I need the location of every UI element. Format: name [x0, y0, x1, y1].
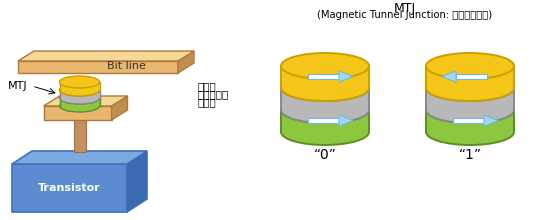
- Polygon shape: [127, 151, 147, 212]
- Polygon shape: [308, 118, 339, 123]
- Polygon shape: [426, 110, 514, 132]
- Ellipse shape: [281, 75, 369, 101]
- Polygon shape: [73, 120, 85, 152]
- Polygon shape: [281, 88, 369, 110]
- Ellipse shape: [426, 75, 514, 101]
- Polygon shape: [18, 51, 194, 61]
- Ellipse shape: [426, 119, 514, 145]
- Polygon shape: [456, 74, 487, 79]
- Ellipse shape: [59, 84, 99, 96]
- Text: “1”: “1”: [458, 148, 482, 162]
- Polygon shape: [12, 164, 127, 212]
- Polygon shape: [484, 115, 498, 126]
- Polygon shape: [111, 96, 127, 120]
- Ellipse shape: [59, 92, 99, 104]
- Ellipse shape: [426, 97, 514, 123]
- Polygon shape: [339, 115, 353, 126]
- Text: Bit line: Bit line: [107, 61, 146, 71]
- Polygon shape: [453, 118, 484, 123]
- Polygon shape: [59, 82, 99, 90]
- Polygon shape: [44, 96, 127, 106]
- Ellipse shape: [281, 97, 369, 123]
- Polygon shape: [59, 90, 99, 98]
- Text: (Magnetic Tunnel Junction: 자기터널접합): (Magnetic Tunnel Junction: 자기터널접합): [318, 10, 492, 20]
- Ellipse shape: [59, 100, 99, 112]
- Polygon shape: [281, 66, 369, 88]
- Polygon shape: [59, 98, 99, 106]
- Text: MTJ: MTJ: [394, 2, 416, 15]
- Polygon shape: [44, 106, 111, 120]
- Ellipse shape: [426, 75, 514, 101]
- Polygon shape: [178, 51, 194, 73]
- Polygon shape: [18, 61, 178, 73]
- Text: 기록층: 기록층: [198, 81, 217, 91]
- Polygon shape: [442, 71, 456, 82]
- Polygon shape: [339, 71, 353, 82]
- Text: Transistor: Transistor: [38, 183, 101, 193]
- Ellipse shape: [59, 76, 99, 88]
- Ellipse shape: [59, 84, 99, 96]
- Polygon shape: [308, 74, 339, 79]
- Text: 고정층: 고정층: [198, 97, 217, 107]
- Ellipse shape: [281, 53, 369, 79]
- Ellipse shape: [281, 97, 369, 123]
- Ellipse shape: [59, 92, 99, 104]
- Ellipse shape: [281, 119, 369, 145]
- Ellipse shape: [426, 97, 514, 123]
- Ellipse shape: [426, 53, 514, 79]
- Polygon shape: [281, 110, 369, 132]
- Polygon shape: [12, 151, 147, 164]
- Polygon shape: [426, 88, 514, 110]
- Text: 터널배리어: 터널배리어: [198, 89, 230, 99]
- Text: “0”: “0”: [314, 148, 336, 162]
- Ellipse shape: [281, 75, 369, 101]
- Text: MTJ: MTJ: [8, 81, 28, 91]
- Polygon shape: [426, 66, 514, 88]
